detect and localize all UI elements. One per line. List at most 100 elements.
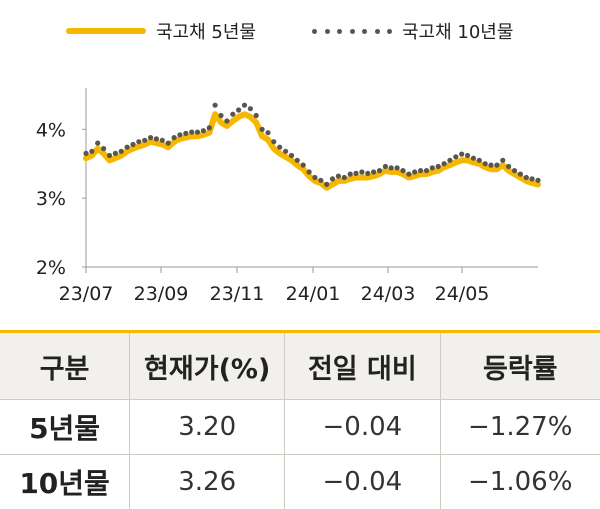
legend-label-5y: 국고채 5년물 [156, 18, 256, 44]
data-point [465, 153, 470, 158]
data-point [136, 139, 141, 144]
data-point [353, 171, 358, 176]
header-price: 현재가(%) [130, 332, 285, 400]
data-point [207, 125, 212, 130]
data-point [242, 103, 247, 108]
data-point [236, 107, 241, 112]
line-chart: 2% 3% 4% 23/07 23/09 23/11 24/01 24/03 24/05 [0, 60, 600, 330]
data-point [95, 141, 100, 146]
data-point [400, 168, 405, 173]
data-point [277, 145, 282, 150]
legend-dots-swatch [312, 27, 392, 35]
data-point [488, 163, 493, 168]
y-tick-label: 3% [36, 188, 66, 210]
data-point [289, 153, 294, 158]
table-header-row: 구분 현재가(%) 전일 대비 등락률 [0, 332, 600, 400]
x-tick-label: 23/07 [59, 283, 114, 305]
legend-line-swatch [66, 28, 146, 34]
data-point [383, 164, 388, 169]
data-point [518, 172, 523, 177]
data-point [224, 118, 229, 123]
data-point [307, 169, 312, 174]
data-point [530, 176, 535, 181]
data-point [107, 153, 112, 158]
y-tick-label: 2% [36, 257, 66, 279]
data-point [166, 141, 171, 146]
data-point [201, 128, 206, 133]
data-point [406, 172, 411, 177]
data-point [471, 156, 476, 161]
data-point [524, 175, 529, 180]
data-point [218, 113, 223, 118]
data-point [265, 130, 270, 135]
data-point [189, 130, 194, 135]
x-tick-label: 23/11 [210, 283, 265, 305]
data-point [418, 168, 423, 173]
chart-legend: 국고채 5년물 국고채 10년물 [0, 0, 600, 60]
yield-table: 구분 현재가(%) 전일 대비 등락률 5년물 3.20 −0.04 −1.27… [0, 330, 600, 509]
data-point [336, 174, 341, 179]
x-tick-label: 24/03 [361, 283, 416, 305]
data-point [248, 106, 253, 111]
data-point [318, 178, 323, 183]
x-tick-label: 24/01 [286, 283, 341, 305]
data-point [500, 158, 505, 163]
data-point [125, 145, 130, 150]
data-point [172, 135, 177, 140]
data-point [371, 169, 376, 174]
data-point [535, 178, 540, 183]
row-label: 5년물 [0, 400, 130, 455]
row-price: 3.26 [130, 455, 285, 509]
data-point [113, 151, 118, 156]
data-point [254, 113, 259, 118]
data-point [119, 149, 124, 154]
y-tick-label: 4% [36, 119, 66, 141]
data-point [260, 127, 265, 132]
data-point [195, 130, 200, 135]
data-point [430, 165, 435, 170]
legend-item-10y: 국고채 10년물 [312, 18, 513, 44]
data-point [447, 158, 452, 163]
data-point [213, 103, 218, 108]
data-point [295, 158, 300, 163]
data-point [89, 149, 94, 154]
x-tick-label: 24/05 [435, 283, 490, 305]
data-point [148, 135, 153, 140]
data-point [271, 139, 276, 144]
data-point [494, 163, 499, 168]
data-point [83, 151, 88, 156]
data-point [301, 163, 306, 168]
data-point [283, 149, 288, 154]
data-point [177, 132, 182, 137]
data-point [312, 175, 317, 180]
x-tick-label: 23/09 [134, 283, 189, 305]
row-price: 3.20 [130, 400, 285, 455]
data-point [412, 169, 417, 174]
data-point [506, 164, 511, 169]
data-point [324, 182, 329, 187]
data-point [512, 168, 517, 173]
data-point [154, 136, 159, 141]
table-row: 10년물 3.26 −0.04 −1.06% [0, 455, 600, 509]
legend-label-10y: 국고채 10년물 [402, 18, 513, 44]
data-point [142, 138, 147, 143]
data-point [483, 161, 488, 166]
row-rate: −1.06% [440, 455, 600, 509]
data-point [365, 171, 370, 176]
data-point [348, 172, 353, 177]
data-point [230, 112, 235, 117]
data-point [453, 154, 458, 159]
data-point [389, 165, 394, 170]
chart-series-layer [83, 103, 540, 188]
header-change: 전일 대비 [285, 332, 440, 400]
table-row: 5년물 3.20 −0.04 −1.27% [0, 400, 600, 455]
data-point [436, 164, 441, 169]
data-point [395, 165, 400, 170]
data-point [330, 176, 335, 181]
row-change: −0.04 [285, 455, 440, 509]
series-line-5y [86, 114, 538, 188]
row-rate: −1.27% [440, 400, 600, 455]
row-label: 10년물 [0, 455, 130, 509]
row-change: −0.04 [285, 400, 440, 455]
data-point [477, 158, 482, 163]
